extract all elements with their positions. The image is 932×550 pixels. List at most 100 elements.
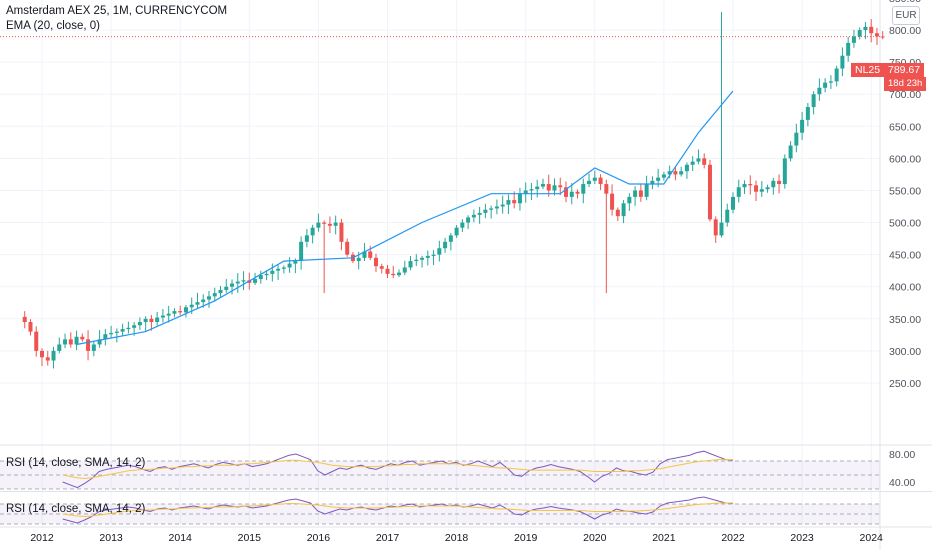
candle-body <box>212 293 217 297</box>
candle-body <box>529 189 534 191</box>
candle-body <box>777 180 782 185</box>
candle <box>443 237 448 253</box>
candle <box>126 321 131 334</box>
candle <box>120 323 125 336</box>
candle <box>155 311 160 326</box>
candle-body <box>230 283 235 287</box>
candle-body <box>310 227 315 236</box>
year-tick-label: 2022 <box>721 532 745 544</box>
candle-body <box>592 177 597 181</box>
candle-body <box>540 184 545 187</box>
candle <box>857 27 862 40</box>
candle-body <box>552 185 557 191</box>
candle-body <box>195 302 200 305</box>
candle-body <box>172 311 177 314</box>
candle <box>684 162 689 179</box>
candle-body <box>851 36 856 43</box>
candle <box>552 178 557 196</box>
candle <box>276 264 281 280</box>
candle <box>304 228 309 248</box>
candle-body <box>667 171 672 175</box>
candle-body <box>431 254 436 256</box>
candle <box>696 149 701 165</box>
candle-body <box>126 327 131 330</box>
candle <box>322 220 327 294</box>
candle <box>638 183 643 202</box>
rsi-legend-1[interactable]: RSI (14, close, SMA, 14, 2) <box>6 457 146 469</box>
candle <box>241 271 246 291</box>
candle-body <box>304 235 309 242</box>
candle-body <box>45 357 50 361</box>
candle <box>235 273 240 293</box>
year-tick-label: 2021 <box>652 532 676 544</box>
candle-body <box>132 325 137 328</box>
candle-body <box>408 261 413 268</box>
candle <box>310 224 315 244</box>
candle-body <box>235 281 240 284</box>
price-tick-label: 350.00 <box>889 314 921 326</box>
candle <box>805 102 810 127</box>
candle-body <box>684 164 689 172</box>
price-tick-label: 600.00 <box>889 153 921 165</box>
candle-body <box>373 257 378 267</box>
candle-body <box>638 190 643 197</box>
candle <box>45 350 50 366</box>
candle <box>28 319 33 336</box>
rsi-sma-line <box>62 459 733 480</box>
candle <box>160 309 165 323</box>
candle-body <box>621 203 626 217</box>
candle <box>736 179 741 203</box>
candle-body <box>794 132 799 146</box>
candle-body <box>97 339 102 345</box>
candle-body <box>650 180 655 185</box>
candle <box>316 213 321 232</box>
candle-body <box>155 317 160 323</box>
year-tick-label: 2023 <box>790 532 814 544</box>
candle <box>448 232 453 251</box>
candle <box>420 255 425 268</box>
candle-body <box>270 270 275 274</box>
candle <box>230 279 235 295</box>
candle-body <box>880 36 885 38</box>
candle <box>166 305 171 323</box>
candle <box>57 337 62 354</box>
candle <box>339 218 344 251</box>
candle <box>627 193 632 211</box>
candle <box>569 183 574 205</box>
candle <box>74 330 79 351</box>
candle <box>212 287 217 302</box>
candle <box>546 174 551 197</box>
candle <box>529 183 534 201</box>
candle-body <box>575 191 580 194</box>
candle <box>206 291 211 308</box>
symbol-title: Amsterdam AEX 25, 1M, CURRENCYCOM <box>6 5 228 17</box>
candle-body <box>598 177 603 185</box>
year-tick-label: 2019 <box>514 532 538 544</box>
candle <box>224 279 229 293</box>
candle <box>690 156 695 171</box>
rsi-legend-2[interactable]: RSI (14, close, SMA, 14, 2) <box>6 503 146 515</box>
ema-legend[interactable]: EMA (20, close, 0) <box>6 20 100 32</box>
candle-body <box>86 339 91 351</box>
candle-body <box>322 222 327 224</box>
candle-body <box>80 336 85 340</box>
candle-body <box>633 190 638 197</box>
candle-body <box>840 55 845 69</box>
candle-body <box>661 174 666 178</box>
candle-body <box>788 145 793 159</box>
candle <box>327 216 332 234</box>
candle-body <box>466 217 471 223</box>
candle <box>402 260 407 276</box>
candle <box>587 173 592 188</box>
candle-body <box>160 315 165 318</box>
candle <box>621 199 626 224</box>
candle <box>431 250 436 266</box>
candle <box>851 29 856 48</box>
currency-button[interactable]: EUR <box>892 6 920 25</box>
candle-body <box>725 209 730 223</box>
ema-line <box>76 90 734 346</box>
candle-body <box>615 209 620 217</box>
candle-body <box>846 42 851 56</box>
